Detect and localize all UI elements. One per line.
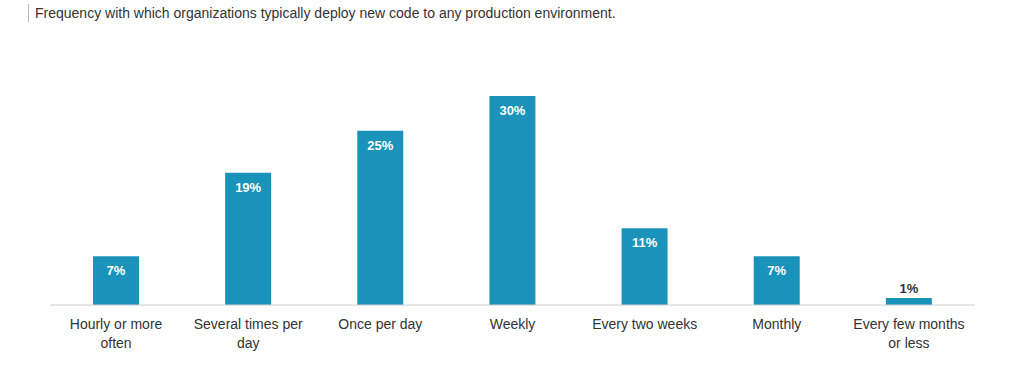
svg-text:Weekly: Weekly [490, 316, 536, 332]
svg-text:Monthly: Monthly [752, 316, 801, 332]
svg-text:30%: 30% [499, 103, 525, 118]
svg-text:1%: 1% [899, 281, 918, 296]
svg-text:25%: 25% [367, 138, 393, 153]
html-text:Frequency with which organizat: Frequency with which organizations typic… [35, 5, 616, 21]
svg-text:Every few monthsor less: Every few monthsor less [853, 316, 964, 351]
svg-text:7%: 7% [767, 263, 786, 278]
svg-text:11%: 11% [632, 235, 658, 250]
svg-text:19%: 19% [235, 180, 261, 195]
svg-text:Once per day: Once per day [338, 316, 422, 332]
svg-text:7%: 7% [107, 263, 126, 278]
svg-text:Hourly or moreoften: Hourly or moreoften [70, 316, 163, 351]
svg-text:Every two weeks: Every two weeks [592, 316, 697, 332]
svg-text:Several times perday: Several times perday [194, 316, 303, 351]
